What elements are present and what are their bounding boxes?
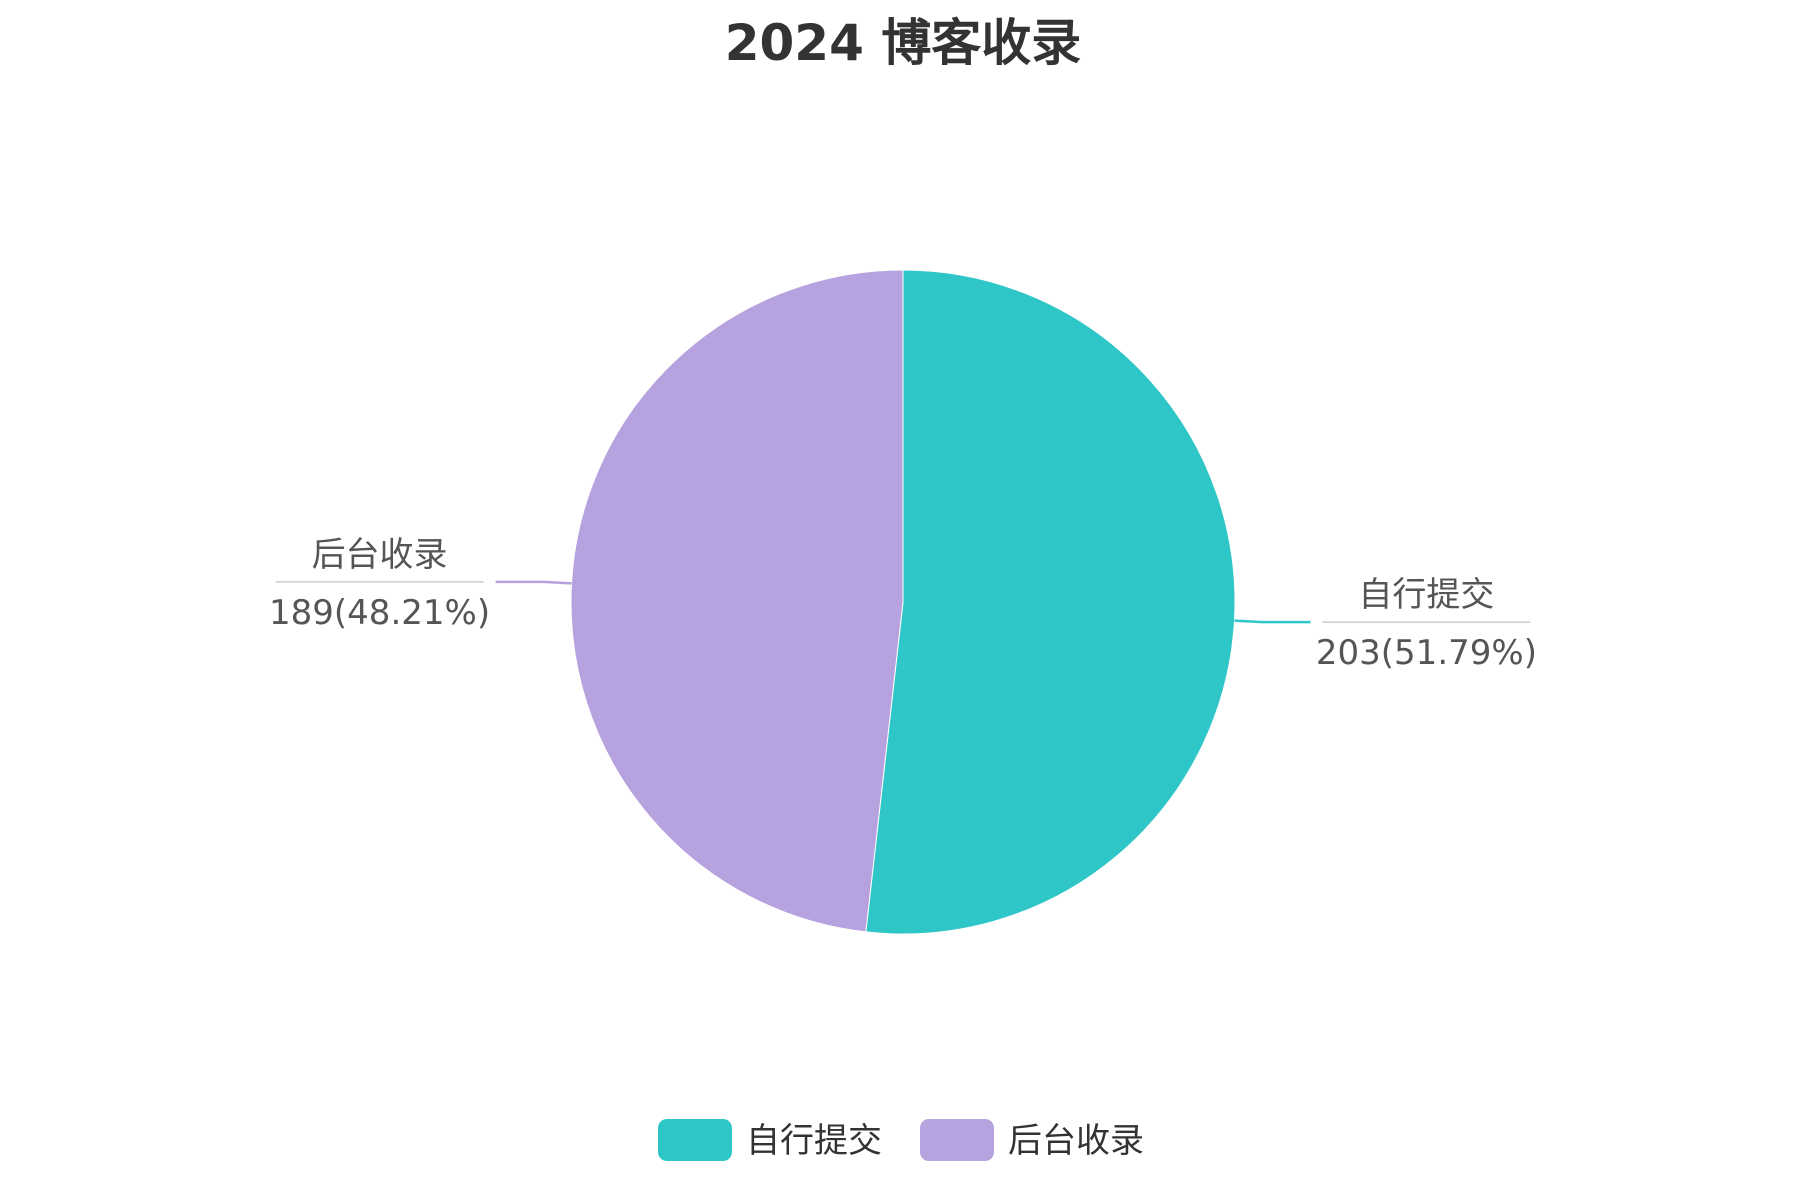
pie-slice-2[interactable] <box>570 269 904 933</box>
legend-label: 后台收录 <box>1008 1121 1144 1161</box>
legend-swatch <box>658 1119 732 1161</box>
chart-legend: 自行提交 后台收录 <box>658 1119 1144 1161</box>
legend-item-2[interactable]: 后台收录 <box>920 1119 1144 1161</box>
slice-labels: 自行提交 203(51.79%) 后台收录 189(48.21%) <box>269 535 1537 673</box>
pie-slice-1[interactable] <box>865 269 1236 935</box>
chart-title: 2024 博客收录 <box>725 14 1082 72</box>
slice-label-name: 后台收录 <box>312 535 448 575</box>
slice-label-name: 自行提交 <box>1358 575 1494 615</box>
pie-slices <box>570 269 1236 935</box>
slice-label-value: 203(51.79%) <box>1316 633 1537 673</box>
legend-swatch <box>920 1119 994 1161</box>
slice-label-value: 189(48.21%) <box>269 593 490 633</box>
legend-item-1[interactable]: 自行提交 <box>658 1119 882 1161</box>
legend-label: 自行提交 <box>746 1121 882 1161</box>
label-leader-line-2 <box>495 580 572 585</box>
label-leader-line-1 <box>1234 619 1311 624</box>
